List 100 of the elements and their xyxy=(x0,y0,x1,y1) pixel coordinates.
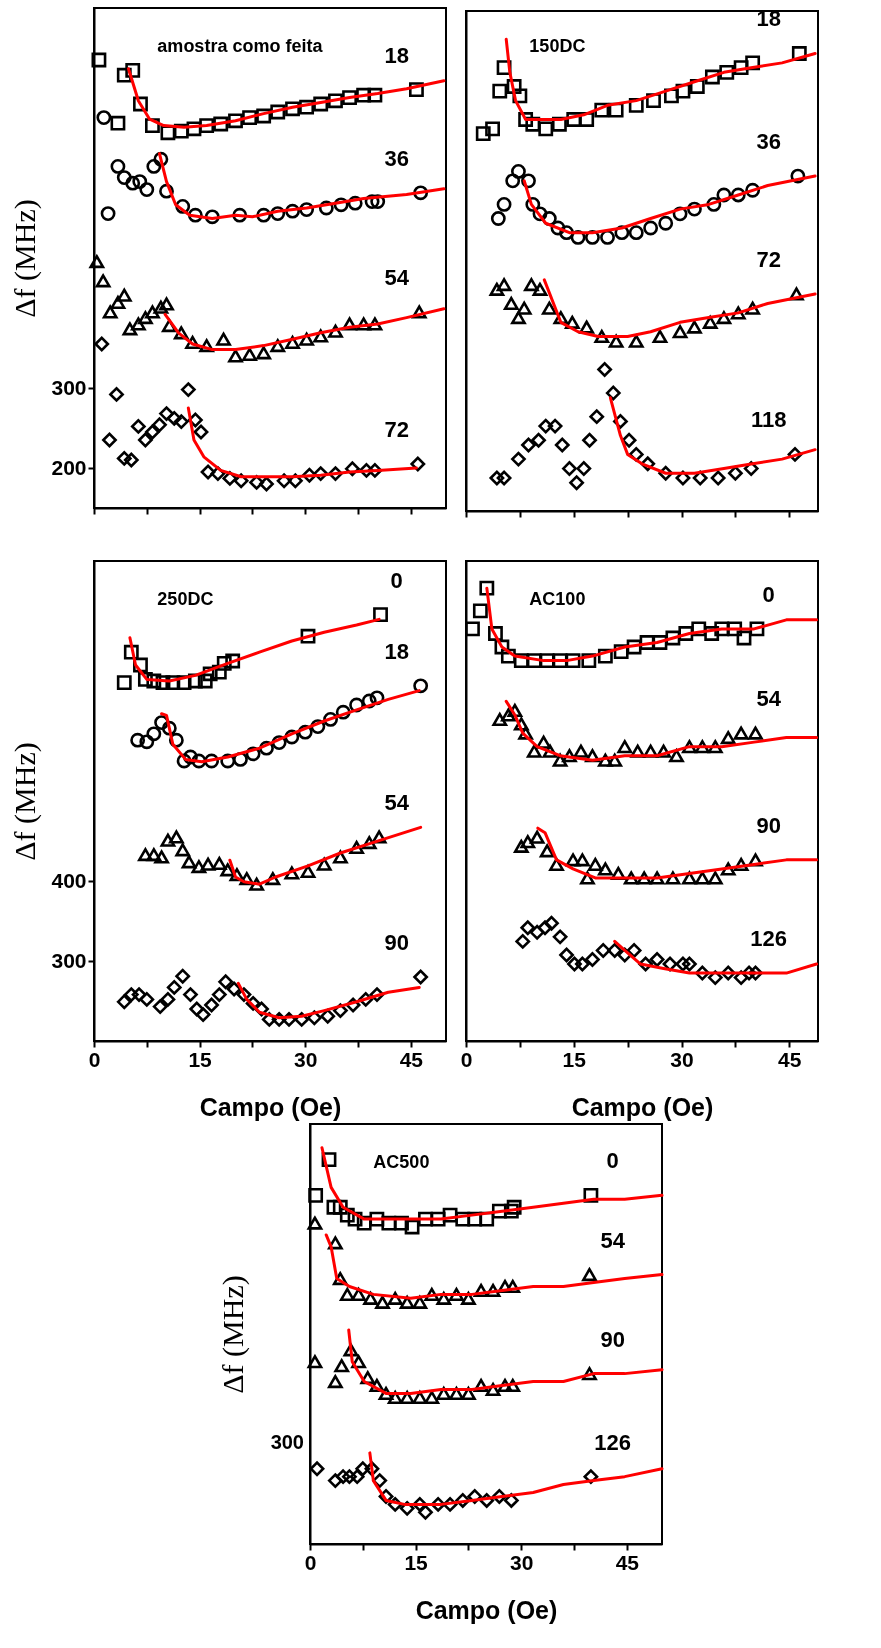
point xyxy=(672,325,688,339)
point xyxy=(490,211,506,226)
x-tick-label: 45 xyxy=(778,1047,802,1071)
point xyxy=(720,731,736,745)
point xyxy=(216,332,231,346)
x-tick-label: 45 xyxy=(399,1047,424,1071)
point xyxy=(159,406,174,422)
series-label: 18 xyxy=(384,638,409,664)
point xyxy=(652,329,668,344)
x-tick-label: 15 xyxy=(403,1550,428,1574)
point xyxy=(242,347,258,361)
point xyxy=(339,1287,355,1301)
point xyxy=(160,991,176,1007)
point xyxy=(500,708,516,722)
point xyxy=(573,744,589,758)
point xyxy=(159,297,174,311)
point xyxy=(139,734,155,750)
point xyxy=(154,850,170,864)
point xyxy=(204,997,219,1013)
point xyxy=(576,461,592,476)
point xyxy=(710,470,726,486)
point xyxy=(675,956,691,972)
point xyxy=(137,848,153,862)
point xyxy=(123,452,139,468)
point xyxy=(95,274,111,288)
series-label: 72 xyxy=(384,417,409,442)
point xyxy=(515,933,531,949)
x-tick-label: 0 xyxy=(88,1047,101,1071)
point xyxy=(109,386,124,402)
y-tick-label: 400 xyxy=(51,868,87,892)
point xyxy=(681,956,697,972)
point xyxy=(589,409,605,425)
point xyxy=(581,1267,597,1282)
point xyxy=(362,1291,378,1305)
point xyxy=(707,871,723,885)
point xyxy=(145,305,160,319)
point xyxy=(552,929,568,945)
point xyxy=(160,833,176,847)
point xyxy=(582,432,597,448)
point xyxy=(130,317,146,331)
point xyxy=(531,432,546,448)
point xyxy=(300,628,316,644)
x-tick-label: 15 xyxy=(562,1047,587,1071)
point xyxy=(511,311,526,325)
point xyxy=(520,920,536,936)
point xyxy=(554,437,570,453)
point xyxy=(309,1461,324,1477)
point xyxy=(195,1007,211,1023)
point xyxy=(137,432,153,448)
point xyxy=(328,93,343,109)
point xyxy=(587,857,603,871)
point xyxy=(183,987,198,1003)
point xyxy=(130,418,146,434)
point xyxy=(146,848,162,862)
point xyxy=(110,158,126,174)
text: 300 xyxy=(270,1431,304,1454)
point xyxy=(465,621,480,637)
point xyxy=(307,1187,323,1203)
point xyxy=(300,864,316,878)
point xyxy=(529,830,545,844)
point xyxy=(256,346,272,360)
point xyxy=(496,277,512,292)
point xyxy=(413,969,429,985)
y-tick-label: 300 xyxy=(51,375,87,399)
point xyxy=(197,673,213,689)
point xyxy=(102,305,118,319)
point xyxy=(748,726,763,740)
point xyxy=(200,857,216,871)
point xyxy=(285,101,300,117)
point xyxy=(605,385,621,401)
point xyxy=(567,956,582,972)
point xyxy=(354,1461,370,1477)
point xyxy=(736,630,752,646)
y-tick-label: 300 xyxy=(51,948,87,972)
point xyxy=(423,1390,439,1404)
point xyxy=(180,382,196,398)
point xyxy=(228,349,243,363)
series-label: 54 xyxy=(384,265,410,290)
chart-title: AC500 xyxy=(372,1152,429,1172)
point xyxy=(492,83,508,99)
y-axis-title: Δf (MHz) xyxy=(7,199,42,318)
x-tick-label: 0 xyxy=(304,1550,316,1574)
point xyxy=(175,843,191,857)
point xyxy=(532,282,548,296)
point xyxy=(91,52,107,68)
point xyxy=(132,174,148,190)
point xyxy=(472,603,488,619)
point xyxy=(694,871,710,885)
point xyxy=(125,62,141,78)
series-label: 90 xyxy=(756,812,781,838)
point xyxy=(658,215,674,231)
point xyxy=(153,300,169,314)
point xyxy=(326,1199,341,1215)
series-label: 54 xyxy=(756,686,782,712)
point xyxy=(617,740,633,754)
point xyxy=(333,1359,349,1373)
series-label: 0 xyxy=(606,1148,619,1174)
point xyxy=(211,856,227,870)
x-tick-label: 30 xyxy=(509,1550,533,1574)
point xyxy=(628,334,644,348)
